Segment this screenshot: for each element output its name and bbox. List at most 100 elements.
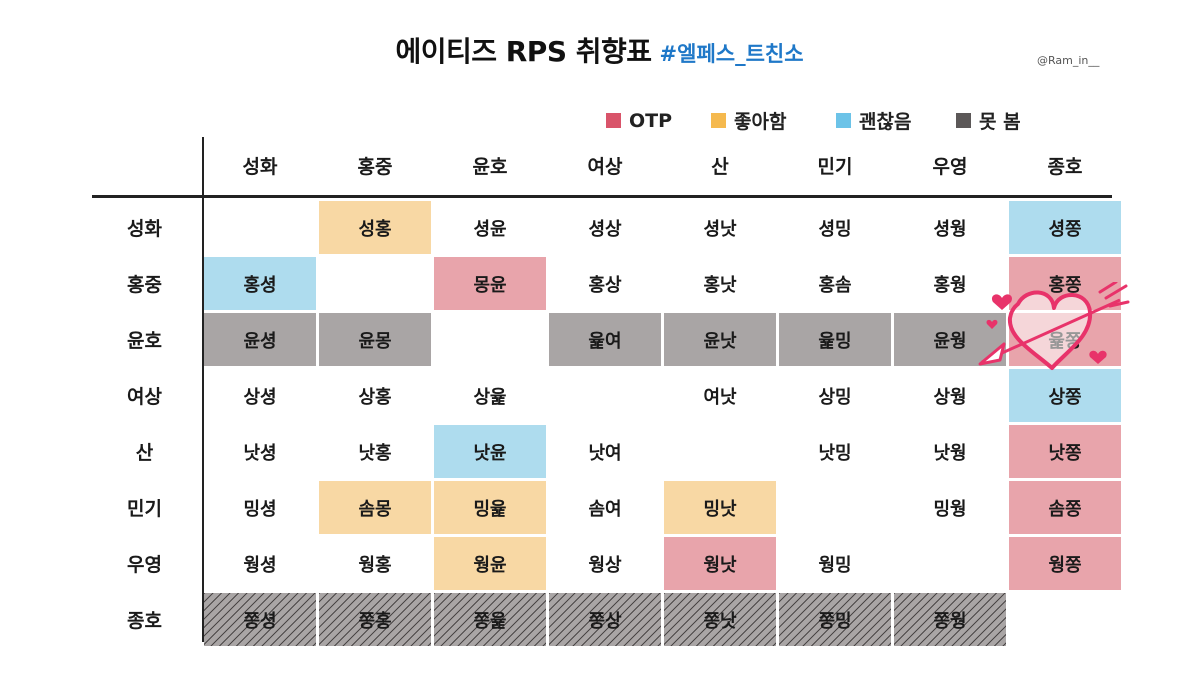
table-cell: 윤낫: [664, 313, 776, 366]
table-cell: 웡밍: [818, 554, 852, 576]
table-cell: 홍낫: [703, 274, 737, 296]
legend-label-ok: 괜찮음: [859, 111, 912, 133]
empty-cell: [319, 257, 431, 310]
column-header: 홍중: [357, 155, 393, 178]
table-cell: 웡홍: [358, 554, 392, 576]
table-cell: 낫홍: [358, 442, 392, 464]
legend-swatch-not: [956, 113, 971, 128]
legend-label-otp: OTP: [629, 109, 673, 132]
table-cell: 상밍: [818, 386, 852, 408]
table-cell: 여낫: [703, 386, 737, 408]
author-credit[interactable]: @Ram_in__: [1037, 54, 1100, 67]
table-cell: 솜여: [588, 498, 622, 520]
table-cell: 낫여: [588, 442, 622, 464]
table-cell: 윤몽: [319, 313, 431, 366]
row-header: 종호: [127, 610, 162, 632]
table-cell: 상쫑: [1009, 369, 1121, 422]
legend-item-otp: OTP: [606, 110, 711, 132]
table-horizontal-rule: [92, 195, 1112, 198]
legend-item-not: 못 봄: [956, 107, 1021, 134]
legend-label-not: 못 봄: [979, 111, 1021, 133]
table-cell: 쫑웡: [894, 593, 1006, 646]
table-cell: 밍셩: [243, 498, 277, 520]
table-cell: 솜몽: [319, 481, 431, 534]
row-header: 민기: [127, 498, 162, 520]
table-cell: 셩밍: [818, 218, 852, 240]
table-cell: 상셩: [243, 386, 277, 408]
table-cell: 낫쫑: [1009, 425, 1121, 478]
column-header: 민기: [817, 155, 853, 178]
table-cell: 상웡: [933, 386, 967, 408]
legend-swatch-ok: [836, 113, 851, 128]
column-header: 우영: [932, 155, 968, 178]
table-cell: 윭밍: [779, 313, 891, 366]
legend-item-like: 좋아함: [711, 107, 836, 134]
legend-item-ok: 괜찮음: [836, 107, 956, 134]
table-cell: 셩웡: [933, 218, 967, 240]
table-cell: 웡쫑: [1009, 537, 1121, 590]
table-cell: 셩낫: [703, 218, 737, 240]
row-header: 우영: [127, 554, 162, 576]
row-header: 윤호: [127, 330, 162, 352]
legend: OTP 좋아함 괜찮음 못 봄: [606, 107, 1021, 134]
table-cell: 홍솜: [818, 274, 852, 296]
chart-title-row: 에이티즈 RPS 취향표 #엘페스_트친소: [0, 30, 1199, 70]
table-cell: 쫑낫: [664, 593, 776, 646]
table-cell: 윤셩: [204, 313, 316, 366]
hashtag[interactable]: #엘페스_트친소: [659, 42, 804, 66]
table-cell: 쫑상: [549, 593, 661, 646]
row-header: 여상: [127, 386, 162, 408]
table-cell: 홍웡: [933, 274, 967, 296]
empty-cell: [664, 425, 776, 478]
preference-table: 성화 홍중 윤호 여상 산 민기 우영 종호 성화 성홍 셩윤 셩상 셩낫 셩밍 셩웡 셩쫑 홍중 홍셩 몽윤 홍상 홍…: [92, 137, 1121, 647]
table-vertical-rule: [202, 137, 204, 642]
column-header: 산: [711, 155, 729, 178]
table-cell: 낫윤: [434, 425, 546, 478]
table-cell: 웡상: [588, 554, 622, 576]
table-cell: 홍쫑: [1009, 257, 1121, 310]
table-cell: 밍웡: [933, 498, 967, 520]
table-cell: 웡윤: [434, 537, 546, 590]
legend-label-like: 좋아함: [734, 111, 787, 133]
table-cell: 윭쫑: [1009, 313, 1121, 366]
table-cell: 낫밍: [818, 442, 852, 464]
table-cell: 쫑홍: [319, 593, 431, 646]
empty-cell: [1009, 593, 1121, 646]
table-cell: 낫웡: [933, 442, 967, 464]
empty-cell: [204, 201, 316, 254]
row-header: 성화: [127, 218, 162, 240]
table-cell: 상윭: [473, 386, 507, 408]
table-cell: 윤웡: [894, 313, 1006, 366]
table-cell: 웡셩: [243, 554, 277, 576]
table-cell: 상홍: [358, 386, 392, 408]
table-cell: 윭여: [549, 313, 661, 366]
table-cell: 셩쫑: [1009, 201, 1121, 254]
table-cell: 셩윤: [473, 218, 507, 240]
table-cell: 셩상: [588, 218, 622, 240]
empty-cell: [434, 313, 546, 366]
empty-cell: [549, 369, 661, 422]
column-header: 윤호: [472, 155, 508, 178]
row-header: 홍중: [127, 274, 162, 296]
legend-swatch-like: [711, 113, 726, 128]
table-cell: 몽윤: [434, 257, 546, 310]
empty-cell: [779, 481, 891, 534]
table-cell: 밍낫: [664, 481, 776, 534]
table-cell: 밍윭: [434, 481, 546, 534]
table-cell: 홍상: [588, 274, 622, 296]
table-cell: 쫑셩: [204, 593, 316, 646]
empty-cell: [894, 537, 1006, 590]
table-cell: 솜쫑: [1009, 481, 1121, 534]
legend-swatch-otp: [606, 113, 621, 128]
column-header: 종호: [1047, 155, 1083, 178]
chart-title: 에이티즈 RPS 취향표: [395, 35, 652, 68]
table-cell: 웡낫: [664, 537, 776, 590]
table-cell: 쫑밍: [779, 593, 891, 646]
table-cell: 낫셩: [243, 442, 277, 464]
table-cell: 홍셩: [204, 257, 316, 310]
table-cell: 쫑윭: [434, 593, 546, 646]
table-cell: 성홍: [319, 201, 431, 254]
row-header: 산: [135, 442, 154, 464]
column-header: 여상: [587, 155, 623, 178]
column-header: 성화: [242, 155, 278, 178]
